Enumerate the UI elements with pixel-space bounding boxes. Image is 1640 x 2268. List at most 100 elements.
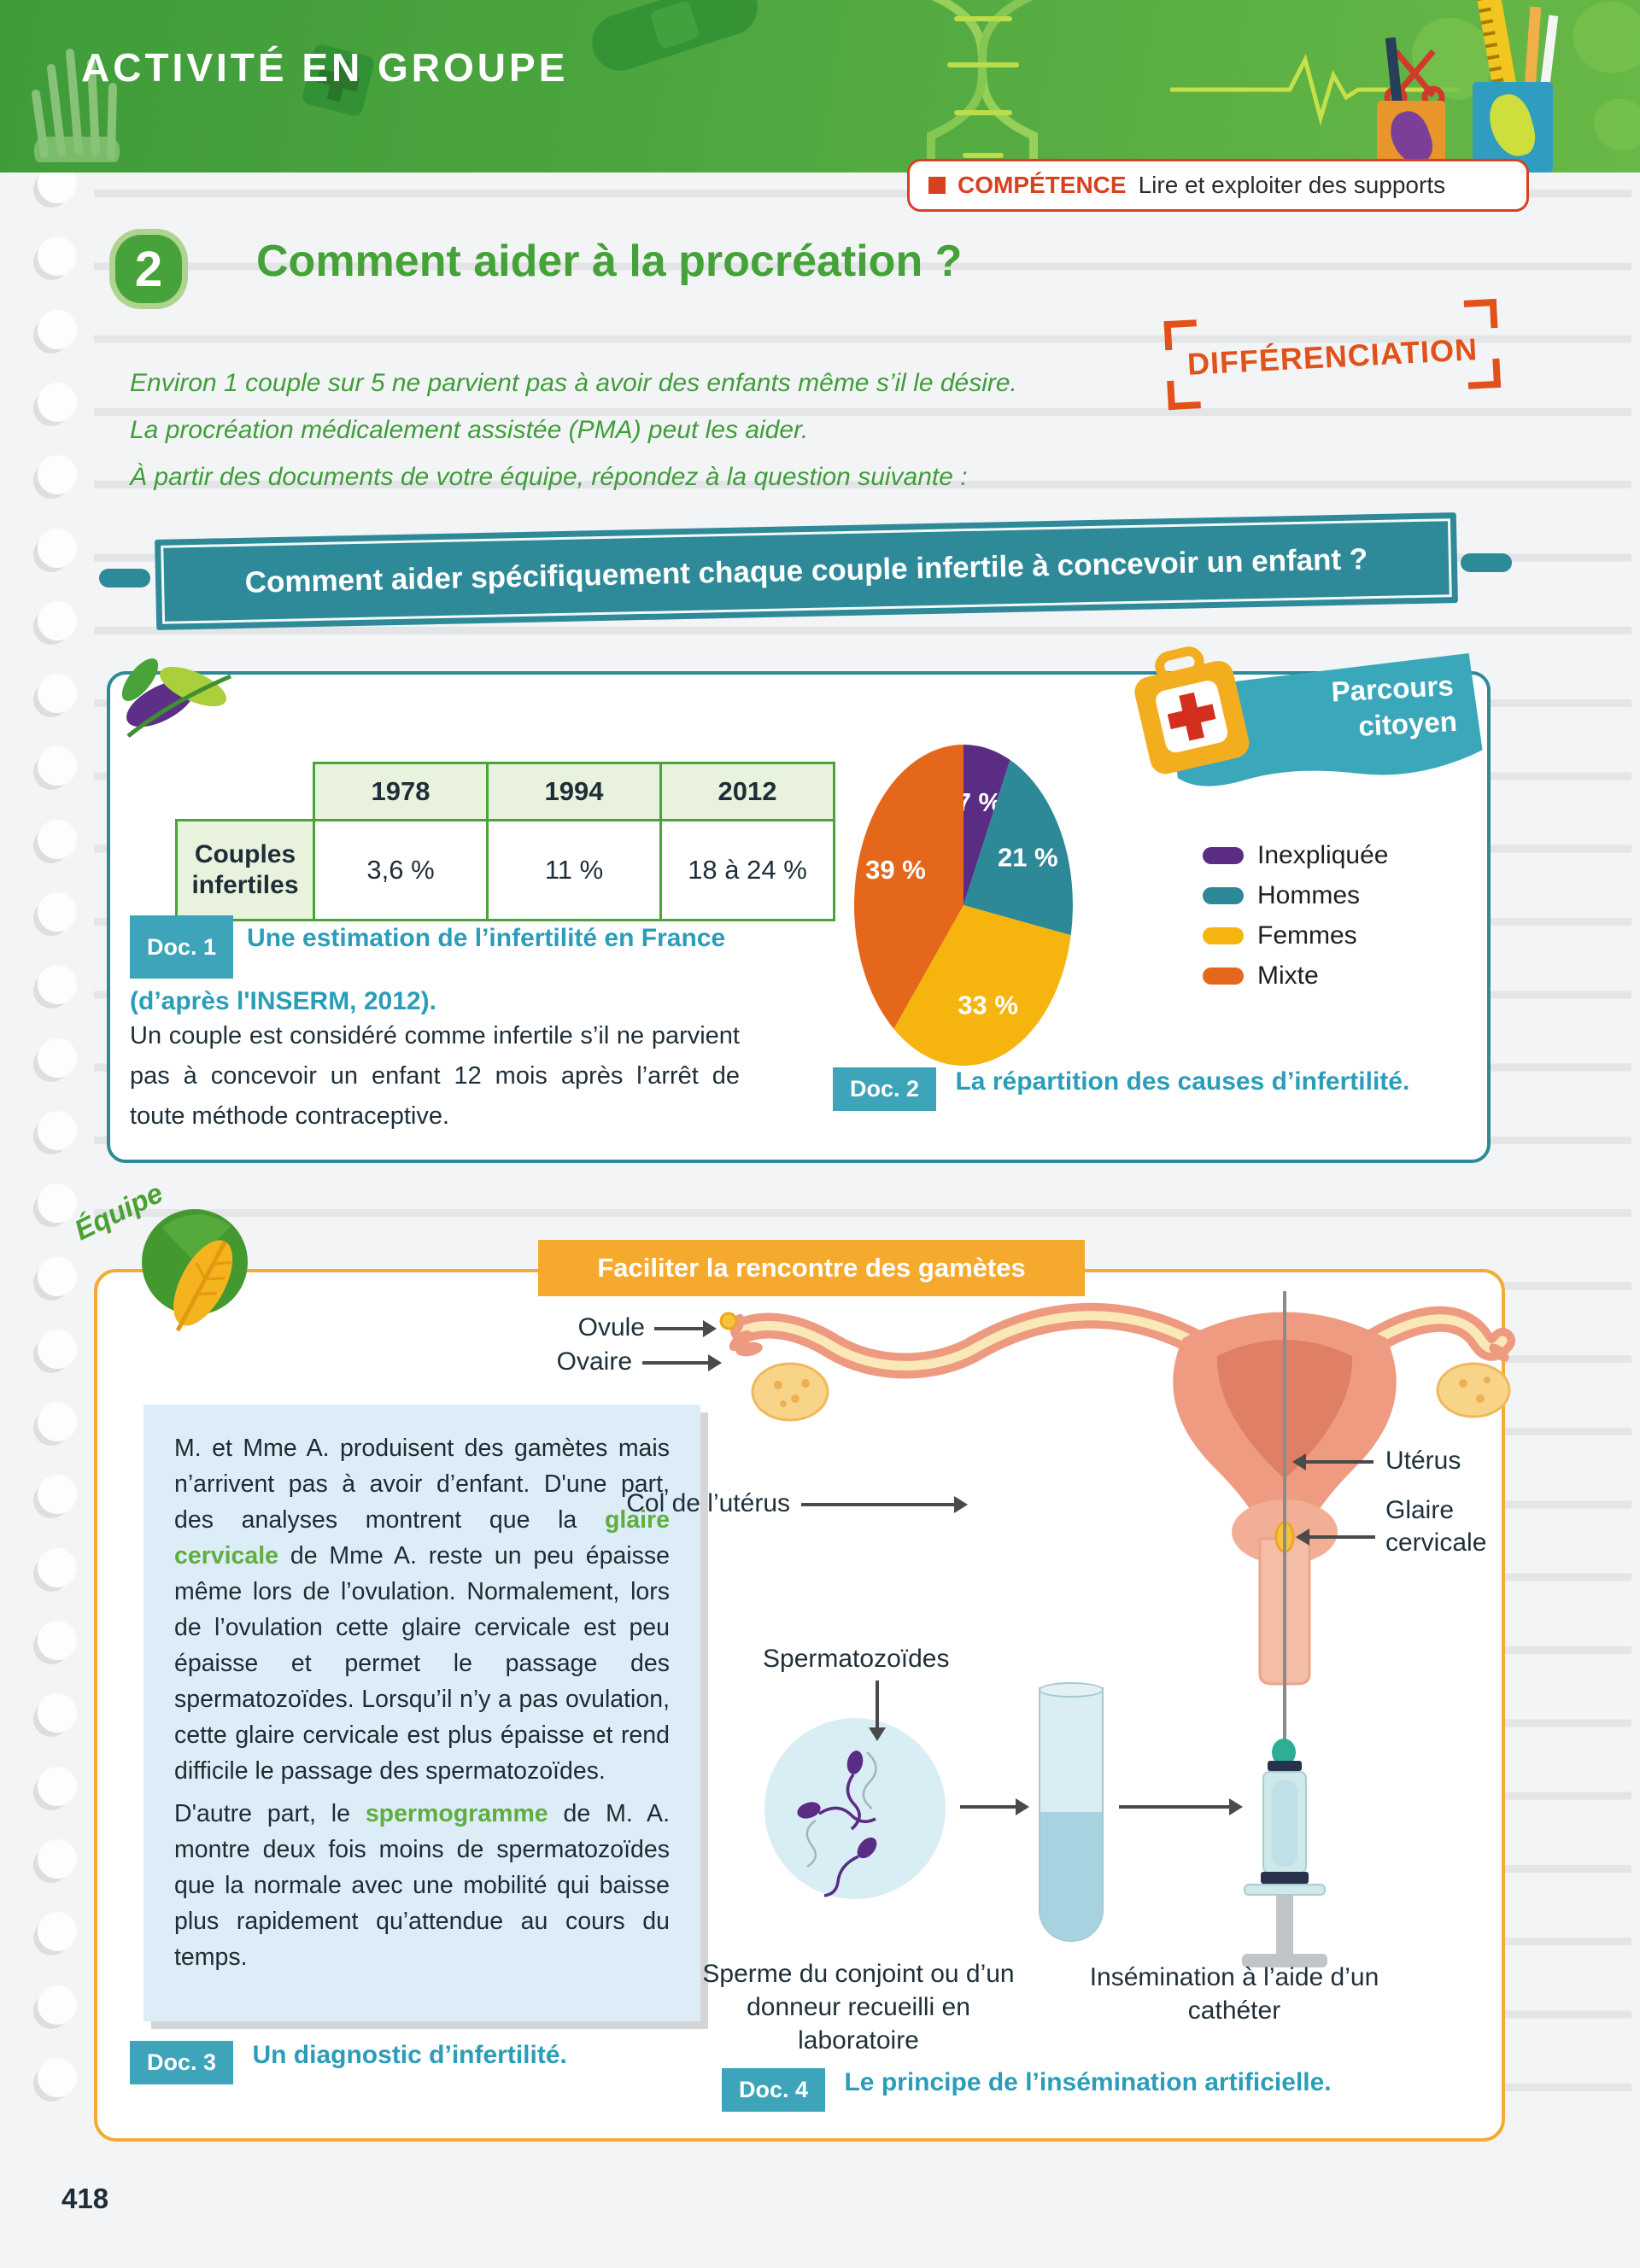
banner-side-tab [1461,553,1512,572]
table-year-header: 1994 [486,762,662,821]
caption-sperme: Sperme du conjoint ou d’un donneur recue… [702,1960,1015,2055]
legend-item: Femmes [1203,921,1357,950]
ribbon-shape [1168,653,1483,786]
intro-line: À partir des documents de votre équipe, … [130,463,968,491]
label-glaire-1: Glaire [1385,1496,1455,1524]
label-ovaire: Ovaire [556,1347,632,1376]
ribbon-line1: Parcours [1330,669,1455,708]
keyword-glaire-cervicale: glaire cervicale [174,1506,670,1569]
syringe-barrel [1262,1771,1307,1873]
doc1-caption-text: Une estimation de l’infertilité en Franc… [130,924,726,1015]
doc1-paragraph: Un couple est considéré comme infertile … [130,1022,740,1130]
bandage-icon [584,0,765,79]
binding-hole [38,1766,77,1806]
doc3-caption: Doc. 3 Un diagnostic d’infertilité. [130,2041,567,2084]
pie-slice-Femmes [893,905,1071,1067]
header-title: ACTIVITÉ EN GROUPE [81,45,569,90]
arrow-glaire [1296,1529,1375,1546]
doc1-badge: Doc. 1 [130,915,234,979]
binding-hole [38,237,77,277]
pie-value-label: 21 % [998,843,1058,873]
pie-slice-Mixte [853,745,964,1029]
pie-slice-Hommes [964,759,1073,936]
doc4-caption: Doc. 4 Le principe de l’insémination art… [722,2068,1332,2112]
binding-hole [38,746,77,786]
syringe-flange [1244,1884,1326,1896]
leaf-blob-icon [1565,0,1640,82]
binding-hole [38,1329,77,1369]
team-banner-text: Faciliter la rencontre des gamètes [597,1253,1026,1283]
competence-text: Lire et exploiter des supports [1138,172,1446,198]
label-col-uterus: Col de l’utérus [626,1489,790,1517]
label-ovule: Ovule [577,1313,645,1342]
intro-line: Environ 1 couple sur 5 ne parvient pas à… [130,369,1017,397]
binding-hole [38,1038,77,1078]
activity-number-badge: 2 [109,229,188,309]
infertility-pie-chart: 7 %21 %33 %39 % [853,745,1073,1067]
label-spermatozoides: Spermatozoïdes [763,1645,950,1673]
binding-hole [38,382,77,422]
pen-icon [1539,15,1559,91]
legend-swatch-icon [1203,887,1244,904]
binding-hole [38,1110,77,1150]
doc2-badge: Doc. 2 [833,1067,937,1111]
label-glaire-2: cervicale [1385,1529,1487,1557]
uterus-diagram [719,1302,1515,1686]
binding-hole [38,455,77,495]
doc3-paragraph-2: D'autre part, le spermogramme de M. A. m… [174,1800,670,1971]
legend-label: Femmes [1257,921,1357,950]
doc4-caption-text: Le principe de l’insémination artificiel… [844,2068,1332,2096]
banner-side-tab [99,569,150,587]
binding-hole [38,1838,77,1879]
arrow-uterus [1292,1453,1374,1470]
binding-hole [38,819,77,859]
sperm-sample-circle [764,1718,946,1899]
table-year-header: 1978 [313,762,489,821]
team-banner: Faciliter la rencontre des gamètes [538,1240,1085,1296]
binding-hole [38,1184,77,1224]
doc3-paragraph-1: M. et Mme A. produisent des gamètes mais… [174,1435,670,1785]
table-value: 3,6 % [313,819,489,921]
table-data-row: Couples infertiles 3,6 % 11 % 18 à 24 % [175,819,835,921]
label-uterus: Utérus [1385,1447,1461,1475]
ribbon-line2: citoyen [1357,704,1458,742]
sperm-cells-icon [797,1751,877,1897]
legend-item: Inexpliquée [1203,841,1388,870]
doc3-caption-text: Un diagnostic d’infertilité. [252,2041,567,2069]
keyword-spermogramme: spermogramme [365,1800,548,1827]
binding-hole [38,1402,77,1442]
competence-badge: COMPÉTENCE Lire et exploiter des support… [907,159,1529,212]
binding-hole [38,965,77,1005]
tube-rim [1039,1682,1104,1698]
catheter-line [1283,1291,1286,1757]
doc1-caption: Doc. 1 Une estimation de l’infertilité en… [130,915,788,1025]
equipe-leaf-icon [142,1209,248,1332]
pencil-cup-icon [1473,82,1553,172]
arrow-ovaire [642,1354,722,1371]
arrow-ovule [654,1320,717,1337]
binding-hole [38,1621,77,1660]
arrow-col-uterus [801,1496,968,1513]
binding-hole [38,309,77,349]
page-number: 418 [62,2183,109,2214]
doc2-caption: Doc. 2 La répartition des causes d’infer… [833,1067,1409,1111]
syringe-fluid [1272,1780,1297,1867]
skeleton-hand-icon [32,49,120,162]
syringe-thumb-rest [1242,1954,1327,1967]
legend-swatch-icon [1203,967,1244,985]
binding-hole [38,1693,77,1733]
caption-insemination: Insémination à l’aide d’un cathéter [1089,1963,1379,2025]
doc2-caption-text: La répartition des causes d’infertilité. [955,1067,1410,1096]
binding-hole [38,892,77,932]
pie-value-label: 39 % [865,855,926,885]
header-banner: ACTIVITÉ EN GROUPE [0,0,1640,172]
arrow-to-tube [960,1798,1029,1815]
leaf-blob-icon [1594,99,1640,150]
legend-label: Hommes [1257,881,1361,909]
arrow-to-syringe [1119,1798,1243,1815]
binding-hole [38,1912,77,1952]
syringe-plunger [1276,1896,1293,1955]
test-tube [1039,1682,1104,1942]
binding-hole [38,1984,77,2025]
table-empty-cell [177,763,314,821]
